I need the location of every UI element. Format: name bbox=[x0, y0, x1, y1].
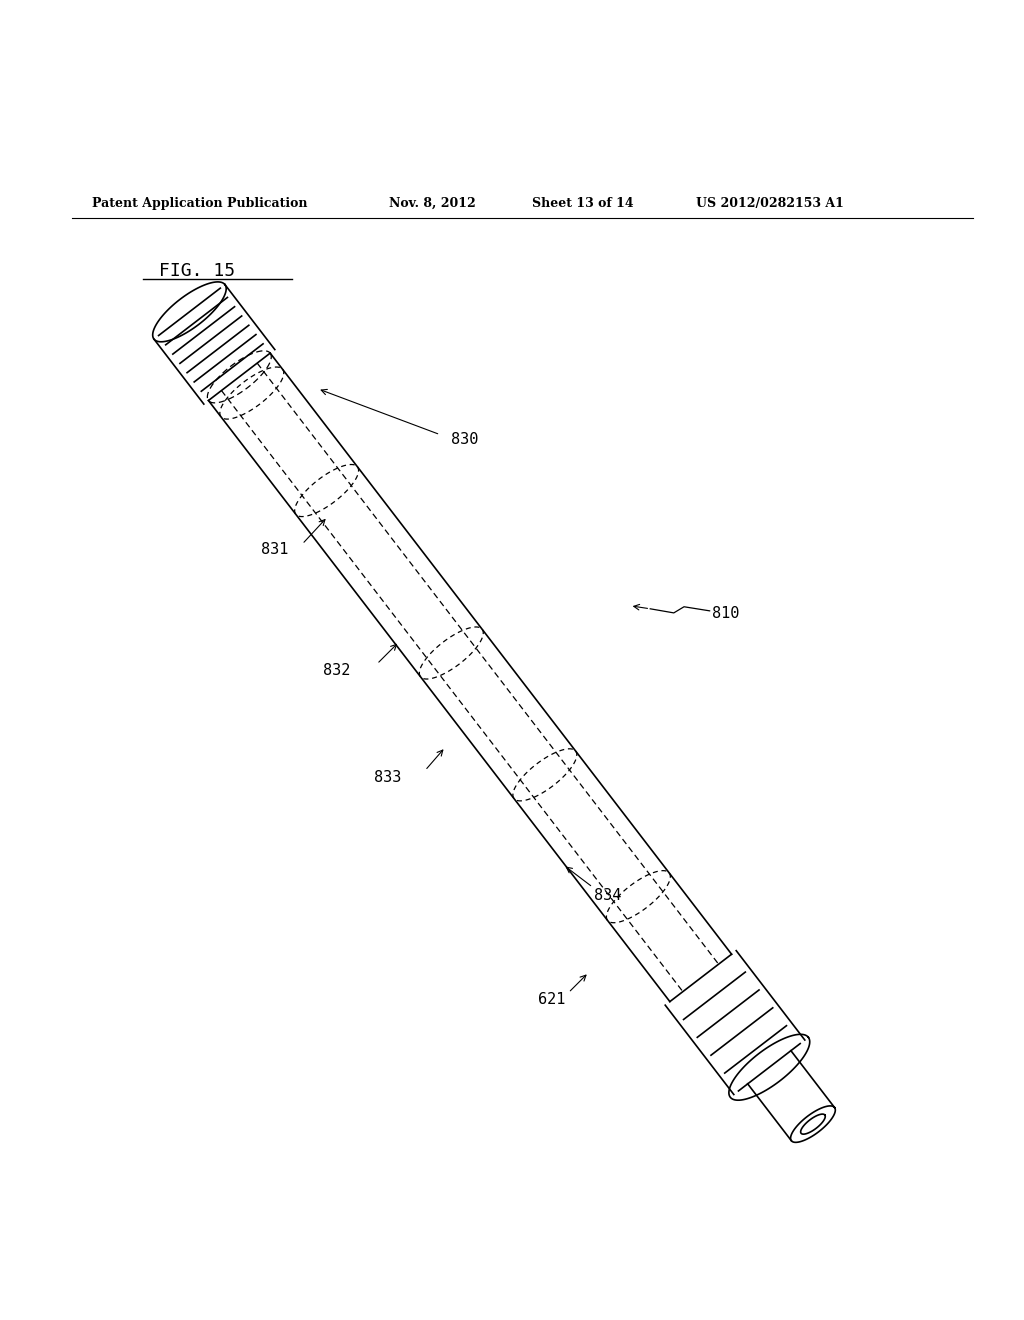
Text: 830: 830 bbox=[451, 433, 478, 447]
Text: 621: 621 bbox=[538, 993, 565, 1007]
Text: 810: 810 bbox=[712, 606, 739, 622]
Text: 834: 834 bbox=[594, 888, 622, 903]
Text: 831: 831 bbox=[261, 543, 289, 557]
Text: 832: 832 bbox=[323, 663, 350, 677]
Text: 833: 833 bbox=[374, 771, 401, 785]
Text: US 2012/0282153 A1: US 2012/0282153 A1 bbox=[696, 197, 844, 210]
Text: Sheet 13 of 14: Sheet 13 of 14 bbox=[532, 197, 634, 210]
Text: FIG. 15: FIG. 15 bbox=[159, 261, 234, 280]
Text: Nov. 8, 2012: Nov. 8, 2012 bbox=[389, 197, 476, 210]
Text: Patent Application Publication: Patent Application Publication bbox=[92, 197, 307, 210]
